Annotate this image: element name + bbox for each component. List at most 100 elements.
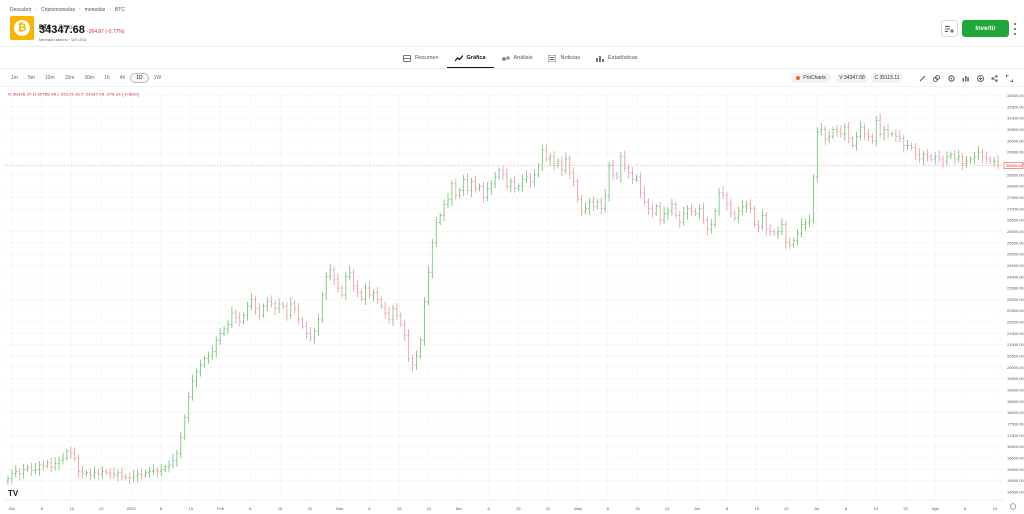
asset-name: Bitcoin xyxy=(58,25,77,31)
x-tick-label: 8 xyxy=(964,506,967,511)
price-chart[interactable]: 32000.00 31500.00 31000.00 30500.00 30000.00… xyxy=(0,86,1024,514)
y-tick-label: 26500.00 xyxy=(1007,218,1024,223)
x-tick-label: 8 xyxy=(368,506,371,511)
breadcrumb: Descubrir › Criptomonedas › monedas › BTC xyxy=(10,5,129,14)
buy-price-pill[interactable]: C 35115.11 xyxy=(871,73,903,83)
chevron-right-icon: › xyxy=(35,6,38,13)
y-tick-label: 17000.00 xyxy=(1007,433,1024,438)
tab-analysis[interactable]: Análisis xyxy=(494,48,541,68)
timeframe-1w[interactable]: 1W xyxy=(153,75,162,81)
breadcrumb-crypto[interactable]: Criptomonedas xyxy=(41,6,75,13)
y-tick-label: 28000.00 xyxy=(1007,184,1024,189)
asset-price: 34347.68 xyxy=(39,24,85,36)
x-tick-label: 15 xyxy=(993,506,998,511)
procharts-button[interactable]: ProCharts xyxy=(791,73,831,83)
watchlist-button[interactable] xyxy=(941,20,958,37)
share-icon[interactable] xyxy=(988,73,1003,83)
tab-summary[interactable]: Resumen xyxy=(395,48,447,68)
x-tick-label: 22 xyxy=(665,506,670,511)
y-tick-label: 22500.00 xyxy=(1007,308,1024,313)
settings-icon[interactable] xyxy=(944,73,959,83)
timeframe-15m[interactable]: 15m xyxy=(64,75,75,81)
chart-tools xyxy=(915,73,1017,83)
x-tick-label: Jun xyxy=(694,506,700,511)
pencil-icon[interactable] xyxy=(915,73,930,83)
breadcrumb-current: BTC xyxy=(114,6,125,13)
tab-news[interactable]: Noticias xyxy=(540,48,588,68)
x-tick-label: 15 xyxy=(278,506,283,511)
watchlist-icon xyxy=(945,25,954,33)
fullscreen-icon[interactable] xyxy=(1002,73,1017,83)
ohlc-open: O 36445.47 xyxy=(8,92,32,97)
bitcoin-glyph: ₿ xyxy=(17,21,27,34)
timeframe-1m[interactable]: 1m xyxy=(11,75,18,81)
x-tick-label: 8 xyxy=(249,506,252,511)
x-tick-label: May xyxy=(574,506,582,511)
asset-change: -364.87 (-0.77%) xyxy=(87,29,125,35)
bitcoin-logo-icon: ₿ xyxy=(10,16,34,40)
y-tick-label: 27500.00 xyxy=(1007,195,1024,200)
y-tick-label: 25500.00 xyxy=(1007,240,1024,245)
x-tick-label: 15 xyxy=(635,506,640,511)
x-tick-label: 15 xyxy=(397,506,402,511)
breadcrumb-coins[interactable]: monedas xyxy=(84,6,106,13)
y-tick-label: 16000.00 xyxy=(1007,456,1024,461)
y-tick-label: 26000.00 xyxy=(1007,229,1024,234)
x-tick-label: 15 xyxy=(69,506,74,511)
tab-stats[interactable]: Estadísticas xyxy=(588,48,646,68)
x-tick-label: Ago xyxy=(932,506,940,511)
y-tick-label: 21000.00 xyxy=(1007,342,1024,347)
current-price-tag xyxy=(1003,162,1024,169)
y-tick-label: 21500.00 xyxy=(1007,331,1024,336)
x-tick-label: 8 xyxy=(726,506,729,511)
ohlc-low: L 34143.16 xyxy=(57,92,80,97)
y-tick-label: 25000.00 xyxy=(1007,252,1024,257)
sell-price-pill[interactable]: V 34347.68 xyxy=(836,73,868,83)
y-tick-label: 19000.00 xyxy=(1007,388,1024,393)
y-tick-label: 24000.00 xyxy=(1007,274,1024,279)
y-tick-label: 15500.00 xyxy=(1007,467,1024,472)
x-tick-label: Mar xyxy=(336,506,344,511)
y-tick-label: 19500.00 xyxy=(1007,376,1024,381)
tab-label: Análisis xyxy=(513,55,533,61)
y-tick-label: 31500.00 xyxy=(1007,104,1024,109)
ohlc-high: H 36759.39 xyxy=(32,92,57,97)
breadcrumb-discover[interactable]: Descubrir xyxy=(10,6,32,13)
timeframe-1d[interactable]: 1D xyxy=(130,73,149,83)
y-tick-label: 30000.00 xyxy=(1007,138,1024,143)
y-tick-label: 31000.00 xyxy=(1007,116,1024,121)
tab-label: Noticias xyxy=(560,55,581,61)
x-tick-label: Jul xyxy=(814,506,819,511)
y-tick-label: 16500.00 xyxy=(1007,444,1024,449)
asset-header: BTC | Bitcoin xyxy=(39,25,77,31)
x-tick-label: 22 xyxy=(903,506,908,511)
x-tick-label: 2023 xyxy=(127,506,137,511)
y-tick-label: 17500.00 xyxy=(1007,422,1024,427)
tab-label: Resumen xyxy=(415,55,439,61)
timeframe-10m[interactable]: 10m xyxy=(44,75,55,81)
add-icon[interactable] xyxy=(973,73,988,83)
stats-icon xyxy=(596,55,605,62)
chart-icon xyxy=(454,54,463,62)
procharts-icon xyxy=(796,76,801,80)
invest-button[interactable]: Invertir xyxy=(962,20,1009,37)
y-tick-label: 18000.00 xyxy=(1007,410,1024,415)
timeframe-5m[interactable]: 5m xyxy=(27,75,35,81)
timeframe-1h[interactable]: 1h xyxy=(104,75,110,81)
news-icon xyxy=(548,54,557,62)
indicators-icon[interactable] xyxy=(930,73,945,83)
y-tick-label: 14500.00 xyxy=(1007,490,1024,495)
compare-icon[interactable] xyxy=(959,73,974,83)
x-tick-label: 8 xyxy=(607,506,610,511)
timeframe-30m[interactable]: 30m xyxy=(84,75,95,81)
x-tick-label: Abr xyxy=(456,506,463,511)
tab-chart[interactable]: Gráfica xyxy=(446,48,494,68)
current-price-label: 28905.00 xyxy=(1006,163,1023,168)
y-tick-label: 32000.00 xyxy=(1007,93,1024,98)
timeframe-4h[interactable]: 4h xyxy=(119,75,126,81)
x-tick-label: 15 xyxy=(874,506,879,511)
x-tick-label: 8 xyxy=(845,506,848,511)
x-tick-label: Feb xyxy=(217,506,225,511)
more-icon[interactable] xyxy=(1012,22,1018,36)
ohlc-readout: O 36445.47 H 36759.39 L 34143.16 C 34347… xyxy=(8,92,139,97)
